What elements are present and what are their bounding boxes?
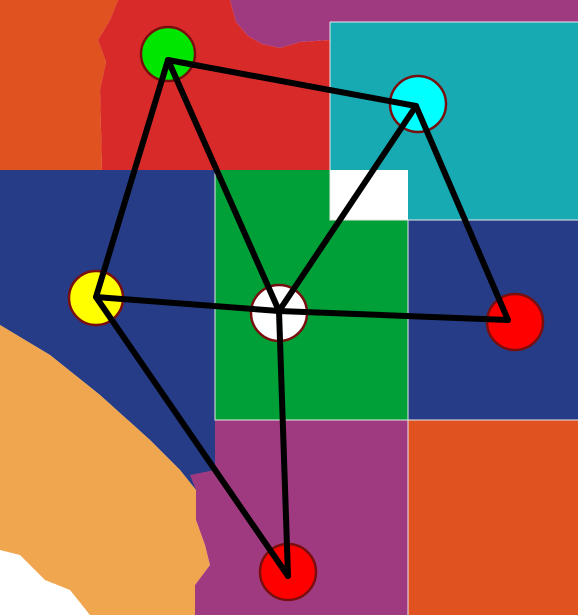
region-orange-northwest <box>0 0 118 170</box>
region-orange-southeast <box>408 420 578 615</box>
edge-green-yellow <box>93 57 171 300</box>
edge-yellow-red-south <box>93 294 291 579</box>
node-green <box>139 25 197 83</box>
region-purple-south <box>190 420 408 615</box>
edge-white-red-south <box>276 308 291 579</box>
edge-cyan-white <box>276 103 419 314</box>
region-teal-northeast <box>330 22 578 220</box>
region-tan-southwest <box>0 325 210 615</box>
edge-cyan-red-east <box>413 103 511 323</box>
region-blue-west <box>0 170 215 490</box>
edge-yellow-white <box>93 294 282 314</box>
edge-white-red-east <box>276 308 511 323</box>
region-purple-north <box>230 0 578 48</box>
edge-green-white <box>165 57 282 314</box>
edge-green-cyan <box>165 57 419 109</box>
graph-edges <box>93 57 511 579</box>
region-green-center <box>215 170 408 420</box>
